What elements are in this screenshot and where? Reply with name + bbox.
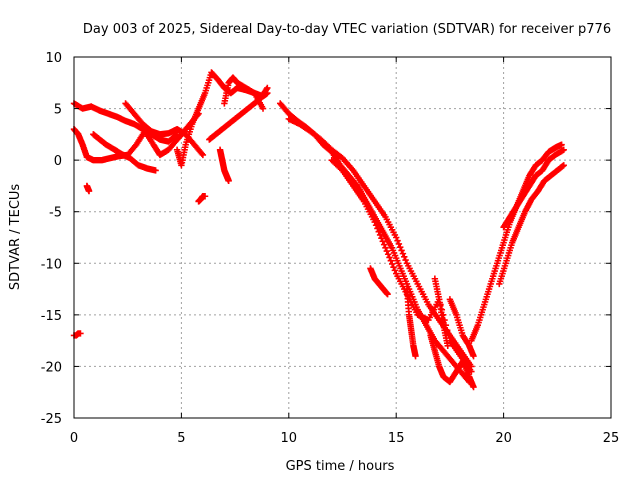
chart-title: Day 003 of 2025, Sidereal Day-to-day VTE… <box>83 22 611 37</box>
plot-points <box>70 69 567 391</box>
series-track-p <box>446 296 477 360</box>
x-tick-label: 25 <box>603 431 620 446</box>
series-track-n <box>427 332 477 391</box>
y-tick-label: 0 <box>54 154 62 169</box>
data-point-markers <box>206 84 271 143</box>
y-tick-label: -20 <box>41 360 62 375</box>
data-point-markers <box>216 146 232 184</box>
series-track-c <box>90 131 159 174</box>
data-point-markers <box>277 100 473 386</box>
series-track-i <box>277 100 473 386</box>
data-point-markers <box>403 285 419 360</box>
y-tick-label: -10 <box>41 257 62 272</box>
data-point-markers <box>367 265 391 298</box>
y-tick-label: -5 <box>49 206 62 221</box>
x-axis-label: GPS time / hours <box>286 459 395 474</box>
data-point-markers <box>122 100 207 159</box>
data-point-markers <box>90 131 159 174</box>
series-track-d <box>122 100 207 159</box>
data-point-markers <box>70 330 84 339</box>
x-tick-label: 20 <box>495 431 512 446</box>
series-track-v <box>195 193 209 205</box>
grid-lines <box>74 57 611 418</box>
x-tick-label: 0 <box>70 431 78 446</box>
y-axis-label: SDTVAR / TECUs <box>8 184 23 291</box>
series-track-l <box>367 265 391 298</box>
data-point-markers <box>500 141 565 231</box>
y-tick-label: -25 <box>41 412 62 427</box>
series-track-u <box>83 182 93 195</box>
series-track-h <box>216 146 232 184</box>
plot-frame <box>73 56 612 419</box>
series-track-b <box>70 100 181 145</box>
data-point-markers <box>446 296 477 360</box>
data-point-markers <box>83 182 93 195</box>
series-track-s <box>500 141 565 231</box>
series-track-r <box>496 162 567 288</box>
y-tick-label: 5 <box>54 103 62 118</box>
data-point-markers <box>221 74 267 112</box>
y-tick-label: -15 <box>41 309 62 324</box>
series-track-m <box>403 285 419 360</box>
data-point-markers <box>427 332 477 391</box>
axis-ticks: 0 5 10 15 20 25 10 5 0 -5 -10 -15 -20 -25 <box>41 51 620 446</box>
data-point-markers <box>70 100 181 145</box>
series-track-f <box>206 84 271 143</box>
series-track-j <box>285 115 475 370</box>
series-track-o <box>431 275 451 349</box>
data-point-markers <box>431 275 451 349</box>
x-tick-label: 15 <box>388 431 405 446</box>
data-point-markers <box>195 193 209 205</box>
data-point-markers <box>496 162 567 288</box>
data-point-markers <box>285 115 475 370</box>
series-track-g <box>221 74 267 112</box>
y-tick-label: 10 <box>45 51 62 66</box>
x-tick-label: 5 <box>177 431 185 446</box>
x-tick-label: 10 <box>281 431 298 446</box>
series-track-t <box>70 330 84 339</box>
